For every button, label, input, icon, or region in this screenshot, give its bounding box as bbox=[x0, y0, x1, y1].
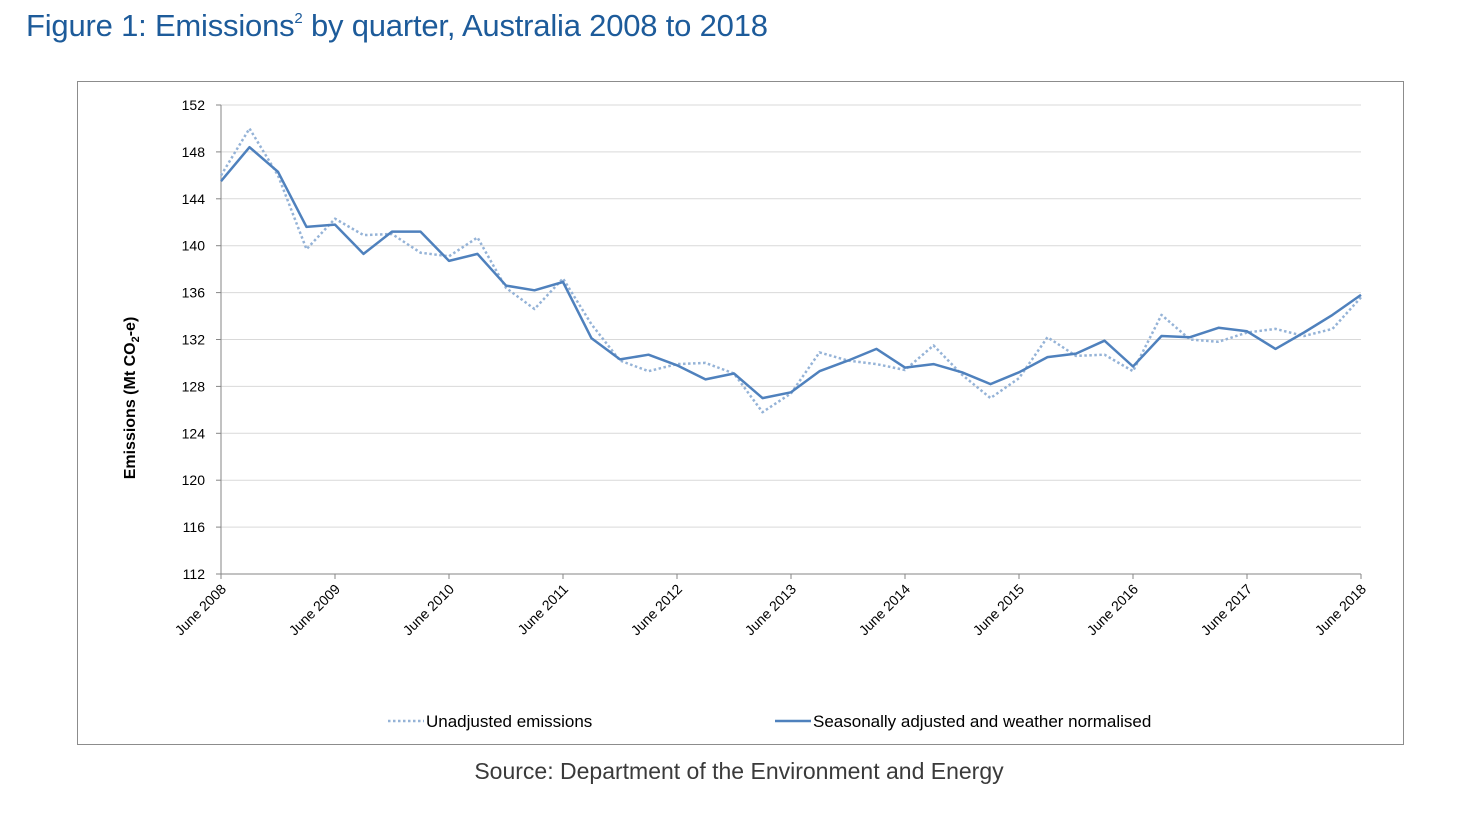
legend-label: Seasonally adjusted and weather normalis… bbox=[813, 712, 1151, 731]
y-axis-title-text: Emissions (Mt CO bbox=[122, 342, 139, 479]
x-tick-label: June 2014 bbox=[856, 581, 914, 639]
x-tick-label: June 2015 bbox=[970, 581, 1028, 639]
series-line-seasonally-adjusted bbox=[220, 145, 1362, 400]
y-axis-title: Emissions (Mt CO2-e) bbox=[122, 317, 142, 480]
y-axis-title-subscript: 2 bbox=[130, 336, 142, 342]
y-tick-label: 140 bbox=[182, 238, 206, 254]
y-tick-label: 144 bbox=[182, 191, 206, 207]
x-tick-label: June 2018 bbox=[1312, 581, 1370, 639]
y-tick-label: 148 bbox=[182, 144, 206, 160]
y-tick-label: 128 bbox=[182, 378, 206, 394]
figure-title-footnote: 2 bbox=[294, 10, 303, 27]
y-axis-title-text-end: -e) bbox=[122, 317, 139, 337]
y-tick-label: 124 bbox=[182, 425, 206, 441]
y-tick-label: 152 bbox=[182, 97, 206, 113]
y-tick-label: 132 bbox=[182, 332, 206, 348]
y-tick-label: 136 bbox=[182, 285, 206, 301]
series-line-unadjusted bbox=[219, 127, 1362, 414]
x-tick-label: June 2011 bbox=[514, 581, 571, 638]
figure-title: Figure 1: Emissions2 by quarter, Austral… bbox=[26, 8, 768, 44]
y-tick-label: 116 bbox=[183, 519, 206, 535]
source-note: Source: Department of the Environment an… bbox=[474, 758, 1004, 784]
chart-frame bbox=[77, 81, 1404, 745]
x-tick-label: June 2010 bbox=[400, 581, 458, 639]
x-tick-label: June 2013 bbox=[742, 581, 800, 639]
x-tick-label: June 2009 bbox=[286, 581, 344, 639]
x-tick-label: June 2016 bbox=[1084, 581, 1142, 639]
y-tick-label: 112 bbox=[183, 566, 206, 582]
x-tick-label: June 2012 bbox=[628, 581, 686, 639]
figure-title-rest: by quarter, Australia 2008 to 2018 bbox=[302, 8, 768, 43]
x-tick-label: June 2017 bbox=[1198, 581, 1256, 639]
x-tick-label: June 2008 bbox=[172, 581, 230, 639]
figure-title-main: Figure 1: Emissions bbox=[26, 8, 295, 43]
y-tick-label: 120 bbox=[182, 472, 206, 488]
legend-label: Unadjusted emissions bbox=[426, 712, 592, 731]
